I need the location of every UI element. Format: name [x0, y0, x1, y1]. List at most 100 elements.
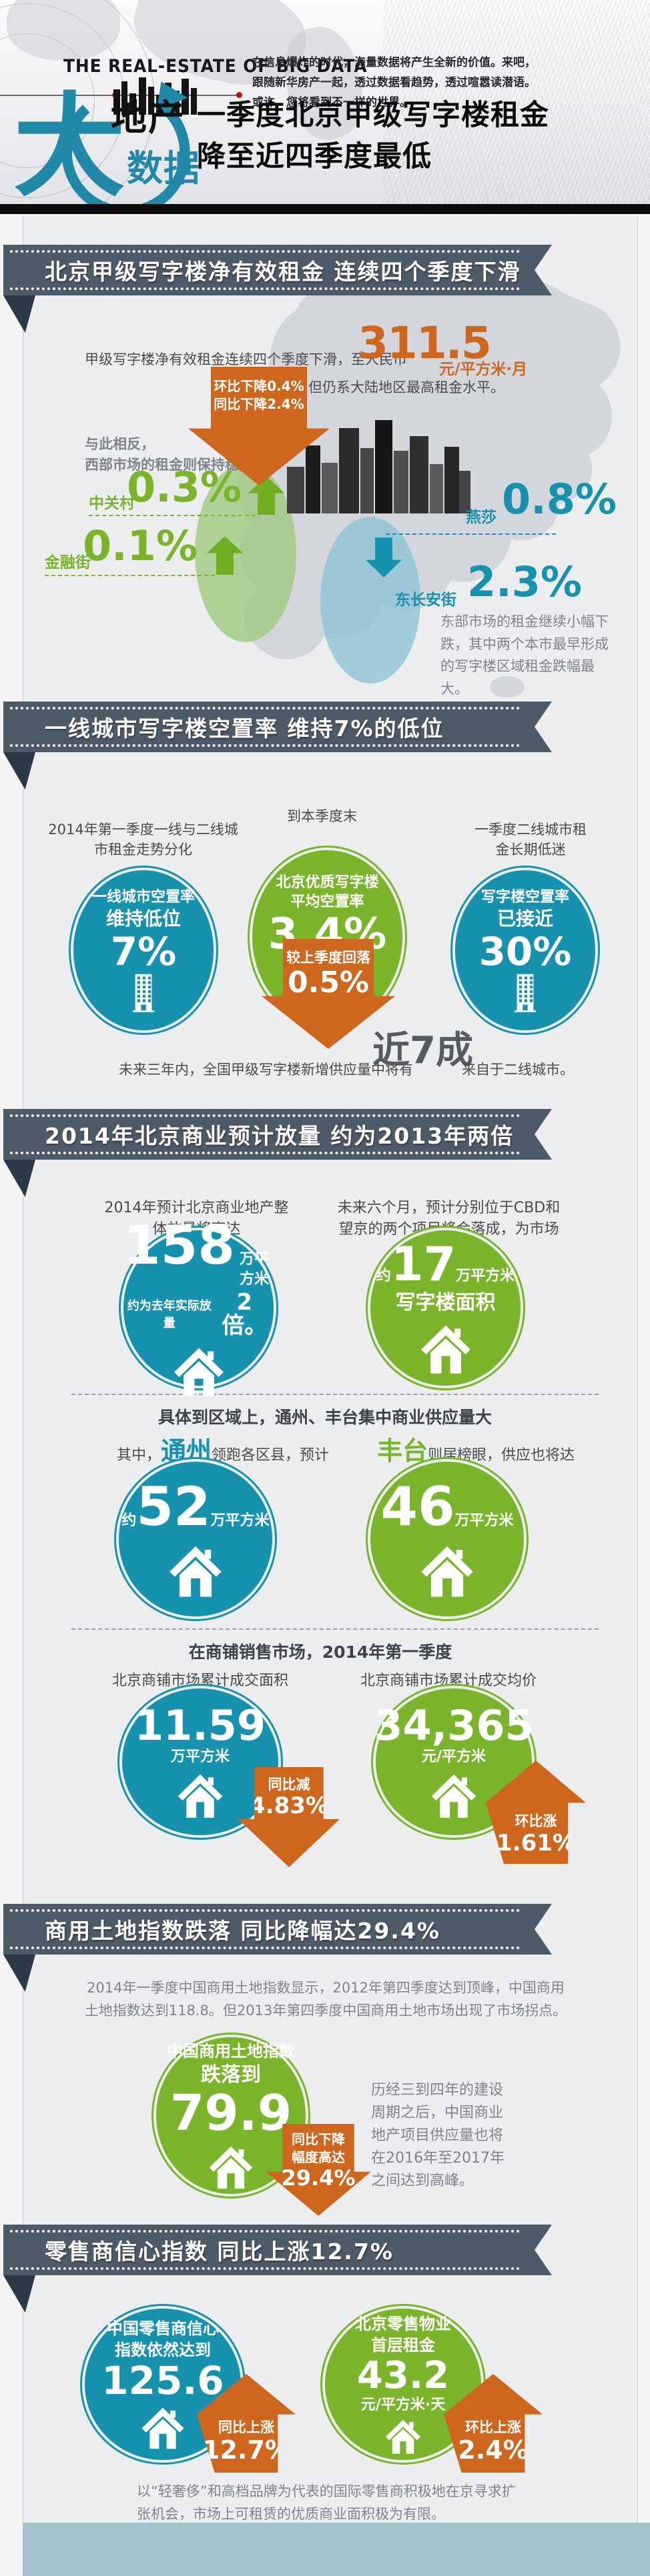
dashed-divider [71, 1628, 599, 1630]
title-line2: 降至近四季度最低 [197, 140, 432, 174]
tongzhou-name: 通州 [161, 1436, 212, 1466]
land-index-paragraph: 2014年一季度中国商用土地指数显示，2012年第四季度达到顶峰，中国商用土地指… [84, 1980, 567, 2019]
circle-sub: 约为去年实际放量 [127, 1298, 212, 1330]
east-market-note: 东部市场的租金继续小幅下跌，其中两个本市最早形成的写字楼区域租金跌幅最大。 [440, 613, 609, 697]
house-icon [384, 2417, 422, 2455]
house-icon [418, 1542, 476, 1599]
arrow-value: 29.4% [281, 2165, 356, 2191]
s2-label-center: 到本季度末 [287, 808, 357, 824]
dongchanganjie-label: 东长安街 [395, 591, 456, 609]
s2-label-left: 2014年第一季度一线与二线城市租金走势分化 [48, 822, 238, 858]
dongchanganjie-value: 2.3% [467, 557, 582, 606]
house-icon [207, 2143, 255, 2191]
arrow-label: 同比上涨 [218, 2419, 274, 2435]
dashed-divider [71, 1394, 599, 1395]
header-divider-bar [0, 204, 650, 214]
rent-lead-text: 甲级写字楼净有效租金连续四个季度下滑，至人民币 [85, 351, 407, 367]
circle-value: 43.2 [356, 2353, 450, 2397]
arrow-label: 幅度高达 [292, 2149, 345, 2165]
circle-unit: 万平方米 [454, 1512, 514, 1529]
jinrongjie-leader-line [45, 575, 215, 576]
fengtai-name: 丰台 [377, 1436, 428, 1466]
circle-unit: 万平方米 [170, 1748, 230, 1765]
circle-sub-big: 2倍。 [222, 1288, 268, 1340]
fengtai-post: 则居榜眼，供应也将达 [428, 1447, 575, 1464]
future-supply-big: 近7成 [372, 1029, 473, 1072]
west-intro-line1: 与此相反， [85, 436, 155, 452]
circle-label: 已接近 [497, 908, 553, 930]
circle-value: 30% [478, 928, 572, 974]
red-dot-decor [236, 92, 242, 98]
jinrongjie-label: 金融街 [45, 554, 91, 571]
circle-label: 指数依然达到 [115, 2341, 211, 2360]
circle-value: 46 [380, 1476, 455, 1538]
vacancy-circle-tier2: 写字楼空置率 已接近 30% [455, 870, 595, 1030]
house-icon [418, 1321, 473, 1376]
s2-label-right: 一季度二线城市租金长期低迷 [474, 822, 587, 858]
rent-drop-mom: 环比下降0.4% [214, 378, 304, 394]
section5-banner: 零售商信心指数 同比上涨12.7% [3, 2225, 552, 2275]
rent-note: 但仍系大陆地区最高租金水平。 [308, 379, 505, 395]
brand-logo: 大 地产 数据 [13, 77, 209, 204]
section1-banner-title: 北京甲级写字楼净有效租金 连续四个季度下滑 [45, 259, 521, 285]
circle-label: 首层租金 [371, 2336, 435, 2355]
circle-unit: 万平方米 [210, 1512, 270, 1529]
circle-label: 跌落到 [201, 2063, 261, 2087]
circle-unit: 万平方米 [239, 1251, 269, 1288]
header-intro: 在信息爆炸的时代，海量数据将产生全新的价值。来吧，跟随新华房产一起，透过数据看趋… [252, 56, 536, 109]
zhongguancun-label: 中关村 [89, 495, 135, 512]
circle-value: 79.9 [170, 2085, 292, 2143]
footer-band [23, 2523, 650, 2576]
circle-unit: 元/平方米·天 [360, 2397, 446, 2414]
yansha-value: 0.8% [502, 475, 617, 523]
city-skyline-illustration [287, 420, 470, 513]
rent-value: 311.5 [358, 317, 492, 369]
luxury-brands-note: 以“轻奢侈”和高档品牌为代表的国际零售商积极地在京寻求扩张机会，市场上可租赁的优… [137, 2483, 516, 2522]
circle-label: 写字楼空置率 [480, 888, 569, 906]
brand-rule [0, 95, 242, 96]
arrow-value: 1.61% [497, 1829, 575, 1856]
house-icon [172, 1344, 226, 1398]
arrow-value: 12.7% [202, 2435, 290, 2465]
tongzhou-post: 领跑各区县，预计 [212, 1447, 330, 1464]
zhongguancun-leader-line [89, 515, 256, 516]
circle-value: 158 [123, 1214, 235, 1277]
arrow-label: 同比下降 [292, 2131, 345, 2147]
section4-banner-title: 商用土地指数跌落 同比降幅达29.4% [45, 1918, 440, 1944]
building-icon [123, 972, 164, 1013]
house-icon [429, 1770, 478, 1820]
circle-label: 北京零售物业 [355, 2314, 451, 2333]
arrow-label: 同比减 [268, 1776, 310, 1792]
radar-circle-decor [0, 0, 155, 204]
shop-area-circle: 11.59 万平方米 [122, 1688, 278, 1835]
circle-value: 17 [390, 1237, 456, 1292]
shop-price-circle: 34,365 元/平方米 [374, 1688, 534, 1835]
section2-banner: 一线城市写字楼空置率 维持7%的低位 [3, 702, 552, 752]
rent-unit: 元/平方米·月 [439, 361, 528, 378]
title-line1: 一季度北京甲级写字楼租金 [197, 99, 549, 132]
circle-value: 11.59 [134, 1700, 266, 1750]
circle-value: 52 [136, 1476, 211, 1538]
retail-market-title: 在商铺销售市场，2014年第一季度 [188, 1642, 452, 1662]
vacancy-circle-tier1: 一线城市空置率 维持低位 7% [73, 870, 214, 1030]
supply-circle-office: 约 17 万平方米 写字楼面积 [370, 1230, 521, 1386]
future-supply-post: 来自于二线城市。 [462, 1062, 574, 1078]
section3-banner-title: 2014年北京商业预计放量 约为2013年两倍 [45, 1123, 515, 1149]
rent-drop-yoy: 同比下降2.4% [214, 396, 304, 412]
worldmap-decor [7, 0, 120, 60]
yansha-leader-line [386, 533, 556, 535]
house-icon [139, 2404, 186, 2451]
section1-banner: 北京甲级写字楼净有效租金 连续四个季度下滑 [3, 245, 552, 295]
circle-sub: 写字楼面积 [395, 1290, 496, 1314]
logo-word-black: 地产 [111, 97, 186, 139]
arrow-label: 环比涨 [515, 1813, 557, 1830]
arrow-value: 4.83% [250, 1792, 328, 1820]
east-market-ellipse [320, 517, 420, 684]
house-icon [167, 1542, 224, 1599]
house-icon [176, 1770, 225, 1820]
circle-label: 平均空置率 [290, 894, 364, 911]
section4-banner: 商用土地指数跌落 同比降幅达29.4% [3, 1904, 552, 1955]
construction-cycle-note: 历经三到四年的建设周期之后，中国商业地产项目供应量也将在2016年至2017年之… [371, 2082, 505, 2190]
circle-label: 中国商用土地指数 [167, 2041, 295, 2061]
